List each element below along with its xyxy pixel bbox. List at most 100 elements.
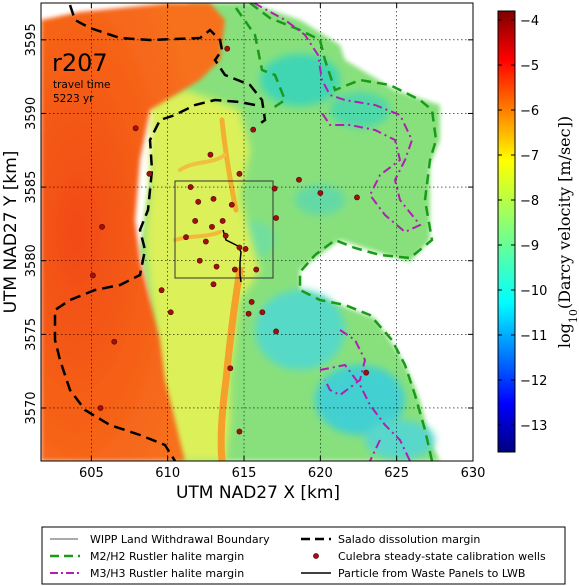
colorbar-tick-label: −4 <box>520 14 539 29</box>
calibration-well <box>317 190 324 196</box>
calibration-well <box>363 369 370 376</box>
calibration-well <box>236 428 243 435</box>
calibration-well <box>195 198 202 205</box>
calibration-well <box>196 257 203 264</box>
calibration-well <box>111 338 118 345</box>
colorbar-swatch <box>497 10 516 453</box>
calibration-well <box>227 365 234 372</box>
calibration-well <box>271 185 278 192</box>
calibration-well <box>219 218 226 224</box>
colorbar-ticks: −4 −5 −6 −7 −8 −9 −10 −11 −12 −13 <box>498 14 547 434</box>
legend-label: M2/H2 Rustler halite margin <box>90 550 244 563</box>
travel-time-value: 5223 yr <box>53 93 94 105</box>
calibration-well <box>167 309 174 316</box>
plot-frame <box>40 2 474 462</box>
y-axis-title: UTM NAD27 Y [km] <box>1 151 21 314</box>
calibration-well <box>132 125 139 132</box>
colorbar-tick-label: −6 <box>520 104 539 119</box>
y-tick-label: 3590 <box>24 97 39 130</box>
x-tick-label: 620 <box>308 466 333 481</box>
legend-frame <box>41 526 566 585</box>
m3-h3-halite-margin-south <box>319 329 411 461</box>
x-tick-label: 630 <box>461 466 486 481</box>
legend-item-salado-margin: Salado dissolution margin <box>301 533 480 546</box>
calibration-well <box>296 176 302 183</box>
calibration-well <box>222 232 229 239</box>
calibration-well <box>209 223 215 230</box>
x-axis: 605 610 615 620 625 630 <box>79 3 485 481</box>
colorbar-tick-label: −11 <box>520 329 547 344</box>
colorbar: −4 −5 −6 −7 −8 −9 −10 −11 −12 −13 log10(Darcy vel… <box>497 10 579 453</box>
calibration-well <box>242 246 249 252</box>
calibration-well <box>248 299 255 305</box>
legend: WIPP Land Withdrawal Boundary Salado dis… <box>41 526 566 585</box>
legend-label: M3/H3 Rustler halite margin <box>90 567 244 580</box>
colorbar-tick-label: −8 <box>520 194 539 209</box>
calibration-well <box>245 310 252 317</box>
calibration-well <box>158 287 165 294</box>
map-overlays <box>53 3 438 461</box>
x-tick-label: 615 <box>232 466 257 481</box>
x-tick-label: 625 <box>384 466 409 481</box>
calibration-well <box>253 266 260 273</box>
calibration-well <box>273 215 279 221</box>
legend-item-m3-h3-margin: M3/H3 Rustler halite margin <box>50 567 244 580</box>
legend-label: Salado dissolution margin <box>338 533 480 546</box>
y-tick-label: 3570 <box>24 391 39 424</box>
calibration-well <box>210 195 217 202</box>
m2-h2-halite-margin-inner <box>234 7 287 112</box>
velocity-field <box>41 3 473 461</box>
x-tick-label: 610 <box>155 466 180 481</box>
calibration-well <box>207 151 214 158</box>
m3-h3-halite-margin <box>253 3 422 234</box>
calibration-well <box>97 405 104 411</box>
legend-item-wipp-boundary: WIPP Land Withdrawal Boundary <box>50 533 270 546</box>
colorbar-tick-label: −9 <box>520 239 539 254</box>
calibration-well <box>183 234 189 241</box>
wipp-land-withdrawal-boundary <box>174 180 274 279</box>
y-tick-label: 3585 <box>24 171 39 204</box>
calibration-well <box>99 223 105 230</box>
travel-time-label: travel time <box>53 79 111 91</box>
legend-label: WIPP Land Withdrawal Boundary <box>90 533 270 546</box>
y-tick-label: 3595 <box>24 23 39 56</box>
colorbar-tick-label: −12 <box>520 374 547 389</box>
y-tick-label: 3580 <box>24 244 39 277</box>
calibration-well <box>231 266 238 273</box>
legend-label: Particle from Waste Panels to LWB <box>338 567 525 580</box>
x-tick-label: 605 <box>79 466 104 481</box>
calibration-well <box>202 238 209 245</box>
calibration-well <box>236 170 243 177</box>
run-label: r207 <box>52 49 108 77</box>
calibration-well <box>187 184 194 190</box>
calibration-well <box>273 328 279 335</box>
salado-dissolution-margin-north <box>68 4 267 127</box>
colorbar-tick-label: −13 <box>520 419 547 434</box>
colorbar-title: log10(Darcy velocity [m/sec]) <box>555 116 579 348</box>
legend-label: Culebra steady-state calibration wells <box>338 550 546 563</box>
calibration-well <box>146 170 153 177</box>
y-axis: 3570 3575 3580 3585 3590 3595 <box>24 23 473 425</box>
calibration-well <box>90 272 96 279</box>
legend-item-calibration-wells: Culebra steady-state calibration wells <box>313 550 546 563</box>
calibration-well <box>259 309 266 316</box>
calibration-well <box>192 218 199 224</box>
colorbar-tick-label: −7 <box>520 149 539 164</box>
legend-item-m2-h2-margin: M2/H2 Rustler halite margin <box>50 550 244 563</box>
x-axis-title: UTM NAD27 X [km] <box>176 483 340 503</box>
y-tick-label: 3575 <box>24 318 39 351</box>
salado-dissolution-margin <box>53 98 256 461</box>
calibration-well <box>224 45 231 52</box>
preferential-channels <box>173 117 244 461</box>
calibration-well <box>210 281 217 288</box>
calibration-wells <box>90 45 370 435</box>
colorbar-tick-label: −10 <box>520 284 547 299</box>
m2-h2-halite-margin <box>249 3 438 461</box>
legend-item-particle-track: Particle from Waste Panels to LWB <box>301 567 525 580</box>
calibration-well <box>250 126 257 133</box>
calibration-well <box>354 194 360 201</box>
domain-orange <box>41 3 225 461</box>
calibration-well <box>236 244 243 251</box>
colorbar-tick-label: −5 <box>520 59 539 74</box>
